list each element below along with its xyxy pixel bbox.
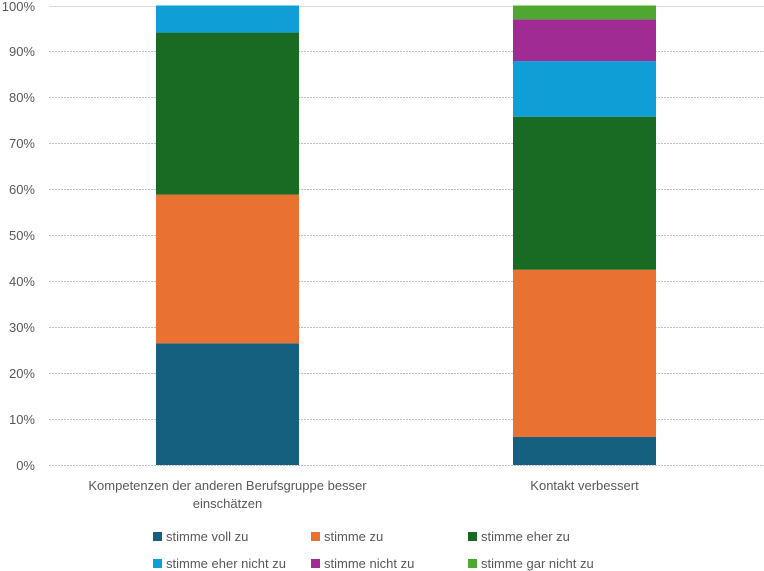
y-tick-label: 50% (9, 228, 35, 243)
x-category-label: Kontakt verbessert (530, 478, 639, 493)
legend-label: stimme voll zu (166, 529, 249, 544)
y-tick-label: 0% (16, 458, 35, 473)
x-axis-category-labels: Kompetenzen der anderen Berufsgruppe bes… (88, 478, 639, 511)
bar-segment-stimme-zu-cat0 (156, 194, 299, 344)
bar-segment-stimme-zu-cat1 (513, 269, 656, 437)
x-category-label: einschätzen (193, 496, 262, 511)
stacked-bar-chart: 0% 10% 20% 30% 40% 50% 60% 70% 80% 90% 100% Kompet… (2, 0, 764, 511)
y-tick-label: 60% (9, 182, 35, 197)
y-tick-label: 80% (9, 90, 35, 105)
legend-swatch (153, 532, 162, 541)
legend-item-stimme-eher-nicht-zu: stimme eher nicht zu (153, 556, 286, 571)
bar-segment-stimme-nicht-zu-cat1 (513, 19, 656, 62)
bar-segment-stimme-eher-zu-cat0 (156, 32, 299, 195)
legend-swatch (468, 532, 477, 541)
bar-segment-stimme-eher-nicht-zu-cat0 (156, 5, 299, 33)
legend: stimme voll zu stimme zu stimme eher zu sti… (0, 526, 764, 571)
legend-label: stimme nicht zu (324, 556, 415, 571)
bar-segment-stimme-voll-zu-cat0 (156, 343, 299, 465)
bar-segment-stimme-voll-zu-cat1 (513, 436, 656, 465)
bars (156, 5, 656, 465)
legend-swatch (468, 559, 477, 568)
y-axis-tick-labels: 0% 10% 20% 30% 40% 50% 60% 70% 80% 90% 100% (2, 0, 36, 473)
legend-item-stimme-nicht-zu: stimme nicht zu (311, 556, 414, 571)
legend-swatch (311, 532, 320, 541)
legend-swatch (153, 559, 162, 568)
y-tick-label: 100% (2, 0, 36, 14)
y-tick-label: 10% (9, 412, 35, 427)
legend-label: stimme zu (324, 529, 384, 544)
y-tick-label: 20% (9, 366, 35, 381)
legend-item-stimme-voll-zu: stimme voll zu (153, 529, 248, 544)
y-tick-label: 40% (9, 274, 35, 289)
legend-label: stimme eher nicht zu (166, 556, 286, 571)
legend-label: stimme eher zu (481, 529, 570, 544)
bar-segment-stimme-gar-nicht-zu-cat1 (513, 5, 656, 20)
legend-label: stimme gar nicht zu (481, 556, 594, 571)
legend-item-stimme-zu: stimme zu (311, 529, 383, 544)
y-tick-label: 70% (9, 136, 35, 151)
x-category-label: Kompetenzen der anderen Berufsgruppe bes… (88, 478, 367, 493)
legend-swatch (311, 559, 320, 568)
y-tick-label: 90% (9, 44, 35, 59)
legend-item-stimme-gar-nicht-zu: stimme gar nicht zu (468, 556, 594, 571)
bar-segment-stimme-eher-zu-cat1 (513, 116, 656, 270)
y-tick-label: 30% (9, 320, 35, 335)
bar-segment-stimme-eher-nicht-zu-cat1 (513, 61, 656, 117)
legend-item-stimme-eher-zu: stimme eher zu (468, 529, 570, 544)
